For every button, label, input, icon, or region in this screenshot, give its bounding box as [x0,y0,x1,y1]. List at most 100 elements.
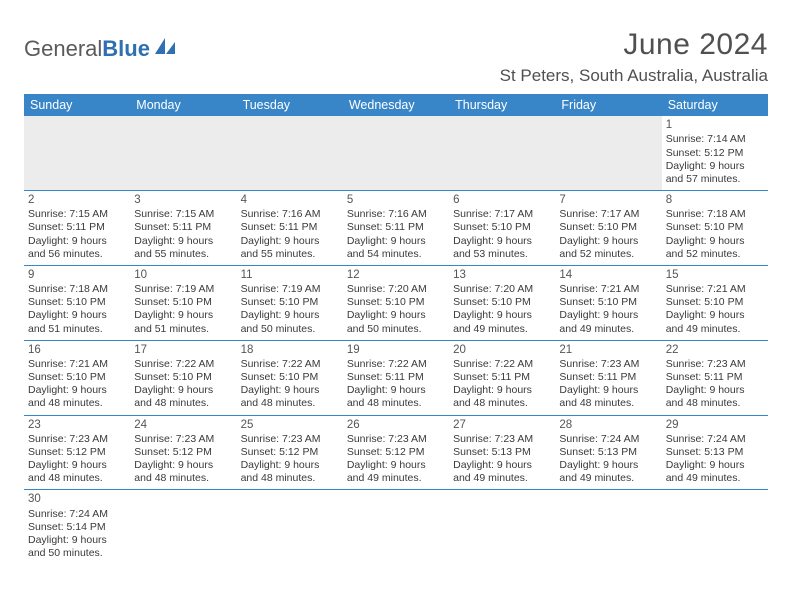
day-number: 22 [666,343,764,357]
day-sunset: Sunset: 5:10 PM [559,296,657,309]
day-d1: Daylight: 9 hours [559,309,657,322]
day-d1: Daylight: 9 hours [134,459,232,472]
day-number: 29 [666,418,764,432]
day-sunset: Sunset: 5:11 PM [28,221,126,234]
day-cell: 29Sunrise: 7:24 AMSunset: 5:13 PMDayligh… [662,415,768,490]
day-sunset: Sunset: 5:13 PM [559,446,657,459]
day-d1: Daylight: 9 hours [453,235,551,248]
day-d2: and 48 minutes. [28,472,126,485]
day-d2: and 48 minutes. [134,397,232,410]
day-sunset: Sunset: 5:10 PM [28,296,126,309]
calendar-page: GeneralBlue June 2024 St Peters, South A… [0,0,792,574]
day-number: 17 [134,343,232,357]
day-cell: 30 Sunrise: 7:24 AMSunset: 5:14 PMDayligh… [24,490,130,564]
day-number: 23 [28,418,126,432]
day-number: 21 [559,343,657,357]
day-cell [449,490,555,564]
day-number: 19 [347,343,445,357]
day-header-row: SundayMondayTuesdayWednesdayThursdayFrid… [24,94,768,116]
day-cell [24,116,130,190]
day-d1: Daylight: 9 hours [666,160,764,173]
day-d1: Daylight: 9 hours [28,534,126,547]
day-header-sunday: Sunday [24,94,130,116]
day-sunset: Sunset: 5:10 PM [453,221,551,234]
day-cell: 20Sunrise: 7:22 AMSunset: 5:11 PMDayligh… [449,340,555,415]
day-sunset: Sunset: 5:12 PM [241,446,339,459]
day-sunset: Sunset: 5:11 PM [559,371,657,384]
day-d1: Daylight: 9 hours [453,384,551,397]
day-sunrise: Sunrise: 7:23 AM [347,433,445,446]
day-cell [343,490,449,564]
day-sunrise: Sunrise: 7:24 AM [28,508,126,521]
day-d1: Daylight: 9 hours [241,459,339,472]
day-cell: 26Sunrise: 7:23 AMSunset: 5:12 PMDayligh… [343,415,449,490]
day-d1: Daylight: 9 hours [134,384,232,397]
day-sunrise: Sunrise: 7:24 AM [559,433,657,446]
day-sunrise: Sunrise: 7:19 AM [241,283,339,296]
day-d2: and 48 minutes. [453,397,551,410]
day-sunset: Sunset: 5:10 PM [559,221,657,234]
day-header-saturday: Saturday [662,94,768,116]
day-sunset: Sunset: 5:11 PM [453,371,551,384]
day-number: 26 [347,418,445,432]
day-cell: 2Sunrise: 7:15 AMSunset: 5:11 PMDaylight… [24,190,130,265]
day-cell [555,490,661,564]
day-number: 15 [666,268,764,282]
day-sunset: Sunset: 5:10 PM [241,296,339,309]
day-sunset: Sunset: 5:10 PM [134,296,232,309]
day-number: 30 [28,492,126,506]
day-number: 11 [241,268,339,282]
month-title: June 2024 [500,28,768,62]
day-header-thursday: Thursday [449,94,555,116]
day-d1: Daylight: 9 hours [134,235,232,248]
location-subtitle: St Peters, South Australia, Australia [500,66,768,86]
day-d2: and 49 minutes. [453,472,551,485]
day-d2: and 49 minutes. [666,323,764,336]
day-sunset: Sunset: 5:10 PM [28,371,126,384]
day-sunset: Sunset: 5:10 PM [666,221,764,234]
day-sunrise: Sunrise: 7:23 AM [453,433,551,446]
day-cell: 15Sunrise: 7:21 AMSunset: 5:10 PMDayligh… [662,265,768,340]
day-sunrise: Sunrise: 7:21 AM [559,283,657,296]
day-sunrise: Sunrise: 7:20 AM [347,283,445,296]
day-number: 3 [134,193,232,207]
day-number: 13 [453,268,551,282]
day-cell: 28Sunrise: 7:24 AMSunset: 5:13 PMDayligh… [555,415,661,490]
day-header-tuesday: Tuesday [237,94,343,116]
day-cell: 17Sunrise: 7:22 AMSunset: 5:10 PMDayligh… [130,340,236,415]
day-number: 20 [453,343,551,357]
day-cell: 16Sunrise: 7:21 AMSunset: 5:10 PMDayligh… [24,340,130,415]
day-sunrise: Sunrise: 7:15 AM [28,208,126,221]
day-sunrise: Sunrise: 7:18 AM [28,283,126,296]
day-sunset: Sunset: 5:12 PM [347,446,445,459]
day-d1: Daylight: 9 hours [666,235,764,248]
logo-sail-icon [153,36,177,62]
day-sunrise: Sunrise: 7:21 AM [666,283,764,296]
day-number: 16 [28,343,126,357]
day-cell: 23Sunrise: 7:23 AMSunset: 5:12 PMDayligh… [24,415,130,490]
day-sunset: Sunset: 5:11 PM [347,371,445,384]
day-d1: Daylight: 9 hours [453,309,551,322]
day-sunset: Sunset: 5:12 PM [134,446,232,459]
day-number: 1 [666,118,764,132]
day-d2: and 52 minutes. [559,248,657,261]
day-cell: 4Sunrise: 7:16 AMSunset: 5:11 PMDaylight… [237,190,343,265]
day-cell: 3Sunrise: 7:15 AMSunset: 5:11 PMDaylight… [130,190,236,265]
day-number: 6 [453,193,551,207]
day-cell: 18Sunrise: 7:22 AMSunset: 5:10 PMDayligh… [237,340,343,415]
day-sunset: Sunset: 5:14 PM [28,521,126,534]
day-d2: and 50 minutes. [28,547,126,560]
day-number: 4 [241,193,339,207]
day-cell: 11Sunrise: 7:19 AMSunset: 5:10 PMDayligh… [237,265,343,340]
day-d1: Daylight: 9 hours [559,384,657,397]
day-number: 10 [134,268,232,282]
day-d1: Daylight: 9 hours [666,459,764,472]
day-d1: Daylight: 9 hours [347,309,445,322]
day-sunrise: Sunrise: 7:22 AM [134,358,232,371]
day-number: 5 [347,193,445,207]
day-cell [237,490,343,564]
week-row: 30 Sunrise: 7:24 AMSunset: 5:14 PMDayligh… [24,490,768,564]
day-d2: and 49 minutes. [347,472,445,485]
day-sunrise: Sunrise: 7:19 AM [134,283,232,296]
day-d2: and 53 minutes. [453,248,551,261]
